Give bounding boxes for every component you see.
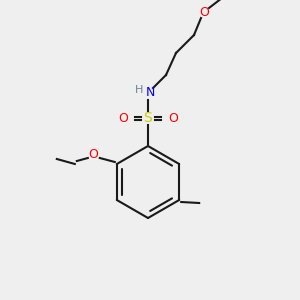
Text: O: O	[118, 112, 128, 124]
Text: H: H	[135, 85, 143, 95]
Text: O: O	[168, 112, 178, 124]
Text: O: O	[199, 7, 209, 20]
Text: O: O	[88, 148, 98, 160]
Text: N: N	[145, 86, 155, 100]
Text: S: S	[144, 111, 152, 125]
